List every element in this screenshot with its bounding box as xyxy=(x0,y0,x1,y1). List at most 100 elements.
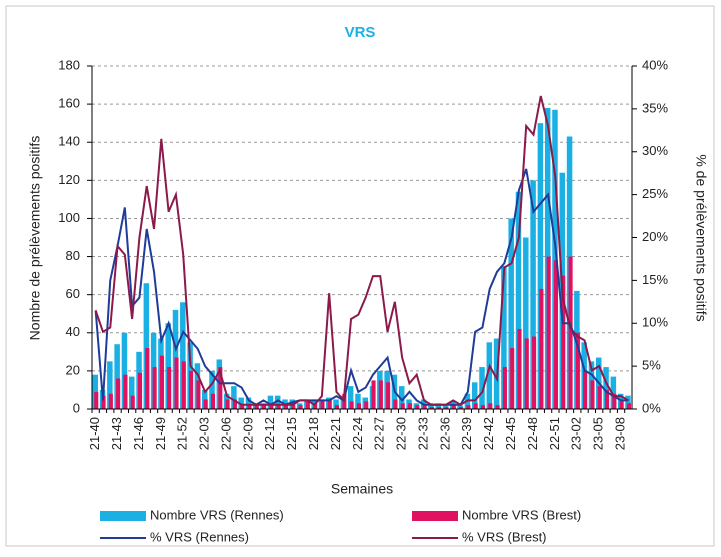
bar xyxy=(626,403,631,409)
bar xyxy=(386,382,391,409)
bar xyxy=(180,302,186,409)
bar xyxy=(480,405,486,409)
bar xyxy=(203,399,208,409)
x-tick-label: 21-43 xyxy=(109,417,124,450)
x-tick-label: 22-06 xyxy=(218,417,233,450)
bar xyxy=(94,391,99,409)
bar xyxy=(523,237,529,409)
bar xyxy=(114,344,120,409)
bar xyxy=(189,370,194,409)
y-tick-label: 60 xyxy=(66,286,80,301)
bar xyxy=(123,374,128,409)
y-tick-label: 80 xyxy=(66,248,80,263)
bar xyxy=(605,389,610,409)
bar xyxy=(603,367,609,409)
bar xyxy=(501,266,507,409)
bar xyxy=(435,403,441,409)
bar xyxy=(510,348,515,409)
bar xyxy=(238,397,244,409)
y2-tick-label: 5% xyxy=(642,358,661,373)
bar xyxy=(537,123,544,410)
bar xyxy=(515,191,522,409)
bar xyxy=(398,386,405,409)
x-tick-label: 22-03 xyxy=(197,417,212,450)
bar xyxy=(274,395,281,409)
x-tick-label: 22-42 xyxy=(481,417,496,450)
bar xyxy=(552,109,558,410)
bar xyxy=(597,386,602,409)
bar xyxy=(583,370,588,409)
bar xyxy=(429,407,434,409)
bar xyxy=(313,403,318,409)
y2-tick-label: 10% xyxy=(642,315,668,330)
bar xyxy=(473,403,478,409)
legend-swatch xyxy=(412,511,458,521)
x-tick-label: 22-15 xyxy=(284,417,299,450)
legend-label: % VRS (Brest) xyxy=(462,529,547,544)
bar xyxy=(254,405,259,409)
y-tick-label: 120 xyxy=(58,172,80,187)
bar xyxy=(612,393,617,409)
x-tick-label: 22-30 xyxy=(394,417,409,450)
bar xyxy=(108,393,113,409)
bar xyxy=(495,405,500,409)
bar xyxy=(107,361,113,409)
x-tick-label: 23-05 xyxy=(591,417,606,450)
bar xyxy=(165,323,171,409)
x-tick-label: 23-02 xyxy=(569,417,584,450)
chart-title: VRS xyxy=(345,24,376,41)
x-tick-label: 22-12 xyxy=(262,417,277,450)
bar xyxy=(517,328,522,409)
x-tick-label: 22-39 xyxy=(459,417,474,450)
x-tick-label: 21-40 xyxy=(87,417,102,450)
bar xyxy=(407,403,413,409)
bar xyxy=(415,405,420,409)
bar xyxy=(137,372,143,409)
bar xyxy=(539,288,544,409)
bar xyxy=(218,367,223,409)
bar xyxy=(130,395,135,409)
bar xyxy=(283,405,289,409)
bar xyxy=(128,376,135,409)
bar xyxy=(479,367,485,409)
y-tick-label: 100 xyxy=(58,210,80,225)
line xyxy=(94,168,629,406)
bar xyxy=(121,332,128,409)
line xyxy=(94,95,629,406)
x-tick-label: 22-36 xyxy=(437,417,452,450)
bar xyxy=(333,399,339,409)
x-tick-label: 23-08 xyxy=(612,417,627,450)
bar xyxy=(400,403,405,409)
bar xyxy=(320,399,325,409)
bar xyxy=(553,260,559,409)
y-tick-label: 20 xyxy=(66,362,80,377)
x-tick-label: 22-48 xyxy=(525,417,540,450)
y2-tick-label: 20% xyxy=(642,229,668,244)
bar xyxy=(625,395,631,409)
y-tick-label: 140 xyxy=(58,134,80,149)
bar xyxy=(459,407,464,409)
bar xyxy=(196,380,201,409)
bar xyxy=(262,405,267,409)
x-tick-label: 21-46 xyxy=(131,417,146,450)
frame xyxy=(5,5,715,547)
bar xyxy=(524,338,529,409)
y-axis-title: Nombre de prélèvements positifs xyxy=(27,136,43,341)
x-tick-label: 22-18 xyxy=(306,417,321,450)
bar xyxy=(335,405,340,409)
bar xyxy=(116,378,121,409)
y-tick-label: 40 xyxy=(66,324,80,339)
bar xyxy=(486,342,493,409)
bar xyxy=(488,403,493,409)
y2-tick-label: 25% xyxy=(642,186,668,201)
bar xyxy=(508,218,514,409)
x-tick-label: 22-45 xyxy=(503,417,518,450)
bar xyxy=(371,380,376,409)
bar xyxy=(347,386,354,409)
bar xyxy=(276,405,281,409)
bar xyxy=(181,361,186,409)
bar xyxy=(466,405,471,409)
bar xyxy=(245,397,252,409)
bar xyxy=(356,403,361,409)
